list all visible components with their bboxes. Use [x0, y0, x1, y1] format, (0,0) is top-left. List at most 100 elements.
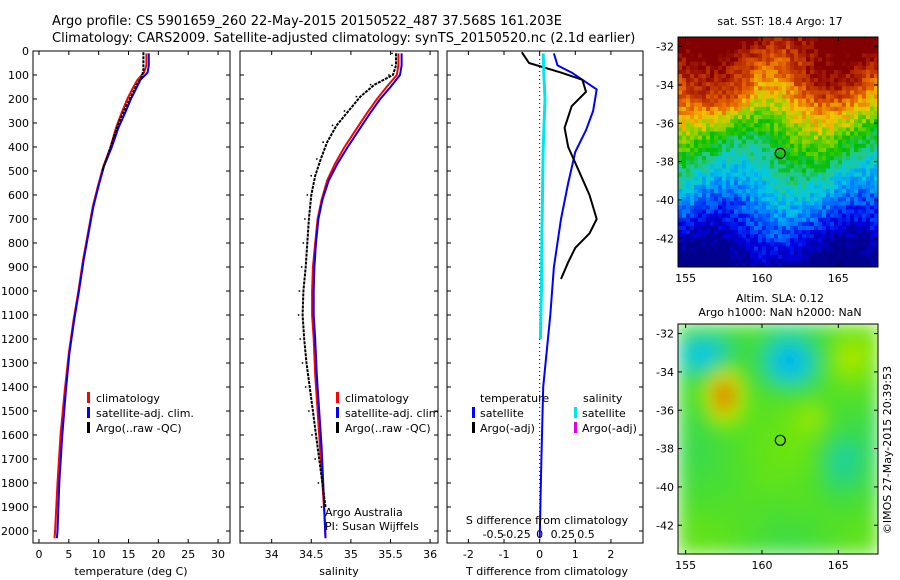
sst-cell	[838, 98, 843, 104]
sla-cell	[798, 340, 803, 346]
sst-cell	[854, 127, 859, 133]
sla-cell	[698, 434, 703, 440]
sst-cell	[854, 102, 859, 108]
sst-cell	[870, 119, 875, 124]
sst-cell	[694, 172, 699, 178]
sla-cell	[838, 463, 843, 469]
sst-cell	[698, 143, 703, 149]
sla-cell	[858, 393, 863, 399]
argo-raw-point	[369, 83, 372, 86]
sla-cell	[678, 463, 683, 469]
sla-cell	[774, 393, 779, 399]
sla-cell	[798, 393, 803, 399]
sla-cell	[830, 426, 835, 432]
sla-cell	[734, 352, 739, 358]
sst-cell	[770, 172, 775, 178]
sla-cell	[746, 439, 751, 444]
sst-cell	[722, 37, 727, 42]
sst-cell	[842, 205, 847, 211]
sst-cell	[850, 147, 855, 153]
sst-cell	[678, 230, 683, 235]
sla-cell	[762, 410, 767, 415]
sla-cell	[698, 422, 703, 428]
sst-cell	[834, 94, 839, 100]
sst-cell	[782, 180, 787, 186]
sst-cell	[682, 262, 687, 267]
sla-cell	[778, 344, 783, 350]
sla-cell	[806, 328, 811, 333]
sla-cell	[742, 389, 747, 395]
sla-cell	[722, 459, 727, 465]
sla-cell	[826, 336, 831, 342]
sla-cell	[742, 459, 747, 465]
sla-cell	[818, 393, 823, 399]
sst-cell	[806, 250, 811, 256]
sst-cell	[810, 37, 815, 42]
sla-cell	[770, 463, 775, 469]
sst-cell	[714, 193, 719, 198]
sst-cell	[838, 209, 843, 215]
sst-cell	[682, 131, 687, 137]
sst-cell	[758, 176, 763, 182]
sst-cell	[702, 143, 707, 149]
sla-cell	[682, 377, 687, 383]
sla-cell	[858, 369, 863, 374]
sla-cell	[738, 332, 743, 337]
sst-cell	[706, 49, 711, 55]
sla-cell	[706, 373, 711, 378]
sla-cell	[810, 443, 815, 448]
sla-cell	[758, 397, 763, 403]
sst-cell	[782, 160, 787, 165]
sst-cell	[706, 160, 711, 165]
sla-cell	[858, 324, 863, 329]
sla-cell	[758, 455, 763, 461]
sst-cell	[742, 49, 747, 55]
sla-cell	[826, 447, 831, 452]
sla-cell	[782, 463, 787, 469]
sst-cell	[774, 221, 779, 227]
sla-cell	[778, 332, 783, 337]
sst-cell	[826, 110, 831, 116]
sst-cell	[826, 168, 831, 174]
sla-cell	[774, 328, 779, 333]
sst-cell	[822, 209, 827, 215]
sst-cell	[726, 94, 731, 100]
sla-cell	[710, 475, 715, 481]
legend-swatch-argo	[336, 422, 339, 433]
sla-cell	[810, 348, 815, 354]
sst-cell	[790, 102, 795, 108]
sst-cell	[818, 53, 823, 59]
sst-cell	[734, 53, 739, 59]
sst-cell	[766, 86, 771, 91]
sla-heatmap	[678, 324, 878, 554]
sst-cell	[698, 102, 703, 108]
sla-cell	[810, 439, 815, 444]
sst-cell	[762, 143, 767, 149]
sla-cell	[690, 430, 695, 436]
sst-cell	[862, 135, 867, 141]
sst-cell	[730, 115, 735, 120]
sst-cell	[750, 254, 755, 260]
y-tick-label: 1000	[1, 285, 29, 298]
sla-cell	[794, 360, 799, 366]
sst-cell	[810, 250, 815, 256]
sst-cell	[690, 78, 695, 83]
sst-cell	[858, 168, 863, 174]
sst-cell	[758, 225, 763, 231]
sla-cell	[734, 471, 739, 477]
sla-cell	[794, 459, 799, 465]
sst-cell	[818, 98, 823, 104]
sst-cell	[686, 127, 691, 133]
sst-cell	[754, 119, 759, 124]
sla-cell	[822, 467, 827, 473]
sst-cell	[850, 69, 855, 75]
sst-cell	[698, 119, 703, 124]
sst-cell	[734, 184, 739, 190]
sla-cell	[690, 356, 695, 362]
sla-cell	[806, 360, 811, 366]
sst-cell	[846, 123, 851, 128]
sla-cell	[834, 422, 839, 428]
sst-cell	[686, 160, 691, 165]
sla-cell	[850, 451, 855, 457]
sla-cell	[766, 373, 771, 378]
